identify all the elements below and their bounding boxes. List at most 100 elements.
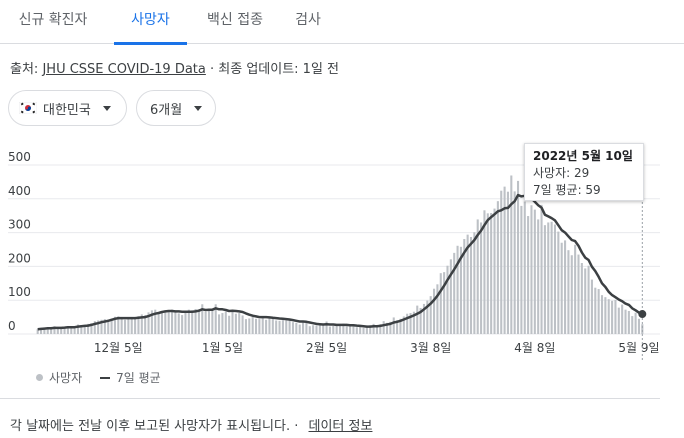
deaths-bar [580,263,583,334]
deaths-bar [459,246,462,334]
country-dropdown[interactable]: 대한민국 [8,90,127,126]
deaths-bar [224,311,227,334]
tab-vaccination[interactable]: 백신 접종 [207,12,263,28]
deaths-bar [248,318,251,334]
data-info-link[interactable]: 데이터 정보 [308,419,373,434]
deaths-bar [167,311,170,334]
seven-day-average-line [37,193,643,331]
deaths-bar [315,325,318,334]
y-tick-label: 200 [8,251,31,265]
deaths-bar [523,201,526,334]
deaths-bar [493,208,496,334]
deaths-bar [231,310,234,334]
deaths-bar [590,279,593,334]
deaths-bar [338,324,342,334]
country-label: 대한민국 [43,102,91,118]
deaths-bar [322,323,325,334]
deaths-bar [540,204,543,334]
deaths-bar [147,312,150,334]
deaths-bar [120,317,123,334]
deaths-bar [97,320,100,334]
daily-deaths-bars [36,175,644,334]
deaths-bar [456,245,459,334]
deaths-bar [258,319,261,334]
deaths-bar [291,322,295,334]
deaths-bar [486,213,489,334]
deaths-bar [419,307,422,334]
deaths-bar [228,315,231,334]
deaths-bar [520,205,523,334]
deaths-bar [154,309,157,334]
source-line: 출처: JHU CSSE COVID-19 Data · 최종 업데이트: 1일… [10,58,339,77]
deaths-bar [352,325,355,334]
deaths-bar [204,311,207,334]
deaths-bar [60,328,63,334]
tooltip-deaths: 사망자: 29 [533,166,590,180]
deaths-bar [43,328,46,334]
deaths-bar [187,309,190,334]
deaths-bar [123,319,127,334]
period-label: 6개월 [150,102,183,118]
deaths-bar [207,308,211,334]
deaths-bar [443,272,446,334]
deaths-bar [100,319,103,334]
deaths-bar [422,303,426,334]
deaths-bar [275,320,278,334]
deaths-bar [543,225,546,334]
deaths-bar [194,308,197,334]
deaths-bar [436,284,439,334]
deaths-bar [396,320,399,334]
tab-deaths[interactable]: 사망자 [114,0,187,45]
deaths-bar [130,317,133,334]
tab-new-cases[interactable]: 신규 확진자 [18,12,88,28]
deaths-bar [429,296,432,334]
deaths-bar [318,324,321,334]
deaths-bar [584,268,587,334]
deaths-bar [181,315,184,334]
deaths-bar [594,287,597,334]
deaths-bar [66,326,69,334]
deaths-bar [547,222,550,334]
bar-legend-label: 사망자 [49,371,83,385]
deaths-bar [134,319,137,334]
tab-testing[interactable]: 검사 [295,12,321,28]
deaths-bar [221,313,224,334]
footer-note: 각 날짜에는 전날 이후 보고된 사망자가 표시됩니다. · 데이터 정보 [10,415,372,434]
deaths-bar [268,318,271,334]
deaths-bar [513,191,516,334]
deaths-bar [362,327,365,334]
data-tooltip: 2022년 5월 10일 사망자: 29 7일 평균: 59 [524,143,644,201]
deaths-bar [631,316,634,334]
deaths-bar [355,327,358,334]
y-tick-label: 400 [8,184,31,198]
y-tick-label: 0 [8,319,16,333]
deaths-bar [553,224,557,334]
deaths-bar [382,321,385,334]
deaths-bar [295,322,298,334]
chart-legend: 사망자 7일 평균 [36,369,161,386]
source-link[interactable]: JHU CSSE COVID-19 Data [42,62,206,77]
deaths-bar [537,219,540,334]
deaths-bar [530,205,533,334]
deaths-bar [328,326,331,334]
deaths-bar [570,255,573,334]
hover-point [638,310,647,319]
tab-bar: 신규 확진자 사망자 백신 접종 검사 [0,0,684,45]
x-tick-label: 3월 8일 [410,341,451,355]
footer-text: 각 날짜에는 전날 이후 보고된 사망자가 표시됩니다. [10,419,291,434]
deaths-bar [607,299,610,334]
period-dropdown[interactable]: 6개월 [136,90,216,126]
source-prefix: 출처: [10,62,39,77]
deaths-bar [157,312,160,334]
deaths-bar [261,317,264,334]
deaths-bar [463,239,466,334]
deaths-bar [39,329,43,334]
deaths-bar [298,324,301,334]
deaths-bar [409,313,412,334]
deaths-bar [533,209,536,334]
deaths-bar [550,221,553,334]
deaths-bar [90,323,93,334]
x-tick-label: 2월 5일 [306,341,347,355]
deaths-bar [302,322,305,334]
deaths-bar [265,319,268,334]
